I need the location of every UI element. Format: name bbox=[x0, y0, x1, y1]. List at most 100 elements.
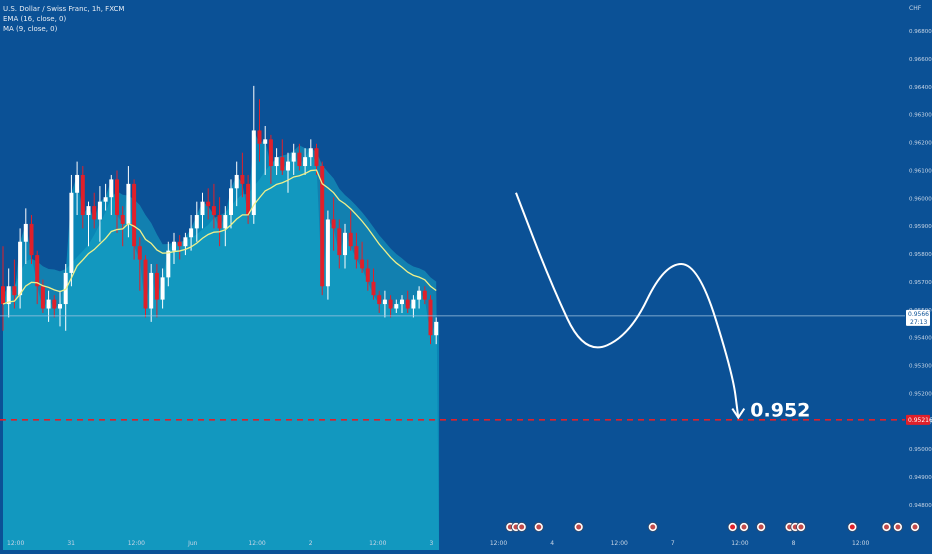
candle-body bbox=[268, 139, 273, 167]
target-label: 0.952 bbox=[750, 400, 810, 422]
chart-legend: U.S. Dollar / Swiss Franc, 1h, FXCM EMA … bbox=[3, 4, 124, 34]
candle bbox=[434, 317, 439, 345]
candle-body bbox=[251, 130, 256, 216]
candle bbox=[92, 192, 97, 229]
time-tick-label: 12:00 bbox=[248, 540, 265, 547]
time-tick-label: Jun bbox=[187, 540, 198, 547]
candle-body bbox=[405, 299, 410, 309]
candle-body bbox=[58, 304, 62, 309]
event-marker-dot bbox=[519, 524, 525, 530]
candle-body bbox=[337, 228, 342, 256]
candle-body bbox=[109, 179, 114, 198]
candle bbox=[348, 210, 353, 251]
candle-body bbox=[343, 232, 347, 256]
time-tick-label: 7 bbox=[671, 540, 675, 547]
candle bbox=[246, 174, 251, 224]
candle bbox=[109, 174, 114, 216]
candle bbox=[263, 125, 268, 175]
ma-fill bbox=[3, 145, 440, 550]
flag-event-marker bbox=[910, 522, 920, 532]
candle-body bbox=[422, 290, 427, 300]
candle bbox=[154, 264, 159, 318]
candle bbox=[189, 215, 194, 251]
candle bbox=[120, 206, 125, 247]
candle-body bbox=[257, 130, 262, 144]
time-tick-label: 2 bbox=[309, 540, 313, 547]
candle-body bbox=[75, 174, 80, 193]
flag-event-marker bbox=[533, 522, 544, 532]
candle-body bbox=[120, 215, 125, 224]
candle-body bbox=[80, 174, 85, 216]
time-tick-label: 8 bbox=[792, 540, 796, 547]
candle bbox=[69, 174, 74, 287]
candle bbox=[137, 237, 142, 291]
horizontal-lines bbox=[0, 315, 905, 421]
candle-body bbox=[46, 299, 51, 309]
candle-body bbox=[394, 304, 399, 309]
candle-body bbox=[291, 152, 296, 162]
candle bbox=[132, 179, 137, 260]
candle-body bbox=[400, 299, 404, 305]
candle-body bbox=[286, 161, 290, 171]
candle bbox=[35, 250, 40, 305]
candle bbox=[177, 235, 182, 260]
event-marker-dot bbox=[741, 524, 747, 530]
candle bbox=[126, 166, 131, 238]
candle-body bbox=[29, 223, 34, 256]
price-tick-label: 0.95900 bbox=[909, 224, 932, 230]
event-marker-dot bbox=[650, 524, 656, 530]
candle-body bbox=[154, 272, 159, 300]
candle-body bbox=[365, 268, 370, 282]
candle-body bbox=[177, 241, 182, 247]
candle bbox=[1, 246, 5, 331]
candle bbox=[75, 161, 80, 216]
event-marker-dot bbox=[884, 524, 889, 530]
candle bbox=[365, 259, 370, 291]
price-tick-label: 0.96600 bbox=[909, 57, 932, 63]
price-tick-label: 0.95300 bbox=[909, 364, 932, 370]
candle bbox=[394, 299, 399, 313]
event-marker-dot bbox=[536, 524, 542, 530]
candle bbox=[217, 197, 222, 247]
candle-body bbox=[417, 290, 422, 300]
price-axis: CHF 0.96800 0.96600 0.96400 0.96300 0.96200 0.… bbox=[906, 5, 932, 509]
candle-body bbox=[115, 179, 119, 216]
ema-16-line bbox=[2, 169, 437, 305]
candle bbox=[29, 215, 34, 264]
event-marker-dot bbox=[730, 524, 736, 530]
candle bbox=[251, 85, 256, 224]
candle bbox=[103, 183, 108, 211]
candle bbox=[257, 99, 262, 162]
ema-line bbox=[2, 169, 437, 305]
ma-area bbox=[3, 145, 440, 550]
candle-body bbox=[274, 157, 279, 167]
candle-body bbox=[371, 281, 376, 296]
candle bbox=[240, 152, 245, 198]
candle-body bbox=[303, 157, 308, 167]
candle-body bbox=[172, 241, 176, 251]
time-tick-label: 12:00 bbox=[128, 540, 145, 547]
candle bbox=[308, 139, 313, 167]
candle bbox=[411, 295, 416, 318]
candle-body bbox=[126, 183, 131, 224]
candle bbox=[268, 134, 273, 184]
price-tick-label: 0.95200 bbox=[909, 391, 932, 397]
candle bbox=[211, 183, 216, 229]
candle-body bbox=[194, 215, 199, 229]
candle bbox=[143, 255, 148, 318]
candle-body bbox=[137, 246, 142, 260]
current-price-tag-label: 0.95667 bbox=[908, 311, 932, 318]
candle bbox=[382, 290, 387, 318]
candle bbox=[343, 223, 347, 269]
candle-body bbox=[360, 259, 365, 269]
flag-event-marker bbox=[516, 522, 527, 532]
candle bbox=[297, 143, 302, 171]
event-marker-dot bbox=[798, 524, 804, 530]
candle-body bbox=[166, 250, 171, 278]
indicator-ma-label: MA (9, close, 0) bbox=[3, 25, 58, 33]
candle-body bbox=[217, 215, 222, 229]
candle bbox=[200, 192, 205, 229]
candle-body bbox=[434, 321, 439, 336]
candle-body bbox=[92, 206, 97, 220]
